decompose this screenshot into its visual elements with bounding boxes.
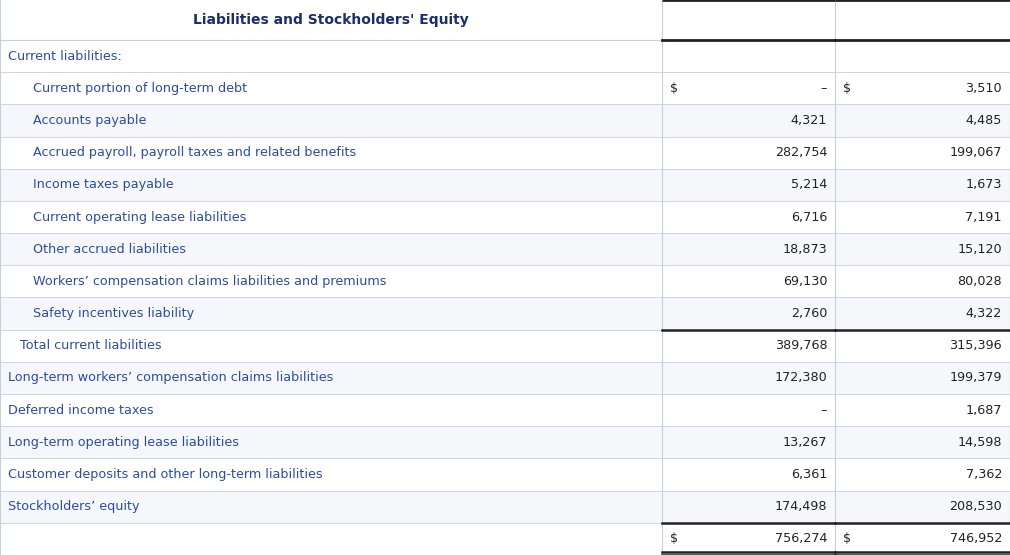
Text: Current portion of long-term debt: Current portion of long-term debt [33, 82, 247, 95]
Text: 7,362: 7,362 [966, 468, 1002, 481]
Text: $: $ [670, 532, 678, 546]
Text: Accounts payable: Accounts payable [33, 114, 146, 127]
Text: 199,379: 199,379 [949, 371, 1002, 385]
Text: Accrued payroll, payroll taxes and related benefits: Accrued payroll, payroll taxes and relat… [33, 146, 357, 159]
Text: –: – [821, 403, 827, 417]
Text: 14,598: 14,598 [957, 436, 1002, 449]
Bar [0, 233, 1010, 265]
Bar [0, 523, 1010, 555]
Bar [0, 330, 1010, 362]
Text: 3,510: 3,510 [966, 82, 1002, 95]
Text: 4,485: 4,485 [966, 114, 1002, 127]
Text: Deferred income taxes: Deferred income taxes [8, 403, 154, 417]
Text: $: $ [843, 532, 851, 546]
Bar [0, 362, 1010, 394]
Bar [0, 265, 1010, 297]
Bar [0, 394, 1010, 426]
Text: Current liabilities:: Current liabilities: [8, 49, 122, 63]
Text: 1,687: 1,687 [966, 403, 1002, 417]
Text: 208,530: 208,530 [949, 500, 1002, 513]
Text: 282,754: 282,754 [775, 146, 827, 159]
Bar [0, 40, 1010, 72]
Text: Safety incentives liability: Safety incentives liability [33, 307, 195, 320]
Text: Liabilities and Stockholders' Equity: Liabilities and Stockholders' Equity [193, 13, 469, 27]
Text: 199,067: 199,067 [949, 146, 1002, 159]
Text: Income taxes payable: Income taxes payable [33, 178, 174, 191]
Text: 315,396: 315,396 [949, 339, 1002, 352]
Text: 7,191: 7,191 [966, 210, 1002, 224]
Text: Workers’ compensation claims liabilities and premiums: Workers’ compensation claims liabilities… [33, 275, 387, 288]
Text: 389,768: 389,768 [775, 339, 827, 352]
Text: Long-term operating lease liabilities: Long-term operating lease liabilities [8, 436, 239, 449]
Bar [0, 72, 1010, 104]
Text: Customer deposits and other long-term liabilities: Customer deposits and other long-term li… [8, 468, 323, 481]
Text: 69,130: 69,130 [783, 275, 827, 288]
Text: Other accrued liabilities: Other accrued liabilities [33, 243, 186, 256]
Text: $: $ [670, 82, 678, 95]
Text: 5,214: 5,214 [791, 178, 827, 191]
Text: Current operating lease liabilities: Current operating lease liabilities [33, 210, 246, 224]
Text: –: – [821, 82, 827, 95]
Text: Stockholders’ equity: Stockholders’ equity [8, 500, 139, 513]
Text: 80,028: 80,028 [957, 275, 1002, 288]
Bar [0, 0, 1010, 40]
Text: 4,322: 4,322 [966, 307, 1002, 320]
Text: 746,952: 746,952 [949, 532, 1002, 546]
Text: Total current liabilities: Total current liabilities [8, 339, 162, 352]
Bar [0, 458, 1010, 491]
Text: Long-term workers’ compensation claims liabilities: Long-term workers’ compensation claims l… [8, 371, 333, 385]
Bar [0, 297, 1010, 330]
Text: 15,120: 15,120 [957, 243, 1002, 256]
Bar [0, 169, 1010, 201]
Bar [0, 426, 1010, 458]
Bar [0, 491, 1010, 523]
Text: $: $ [843, 82, 851, 95]
Text: 172,380: 172,380 [775, 371, 827, 385]
Text: 756,274: 756,274 [775, 532, 827, 546]
Text: 6,361: 6,361 [791, 468, 827, 481]
Bar [0, 137, 1010, 169]
Text: 1,673: 1,673 [966, 178, 1002, 191]
Text: 4,321: 4,321 [791, 114, 827, 127]
Text: 2,760: 2,760 [791, 307, 827, 320]
Text: 6,716: 6,716 [791, 210, 827, 224]
Bar [0, 104, 1010, 137]
Text: 174,498: 174,498 [775, 500, 827, 513]
Bar [0, 201, 1010, 233]
Text: 18,873: 18,873 [783, 243, 827, 256]
Text: 13,267: 13,267 [783, 436, 827, 449]
